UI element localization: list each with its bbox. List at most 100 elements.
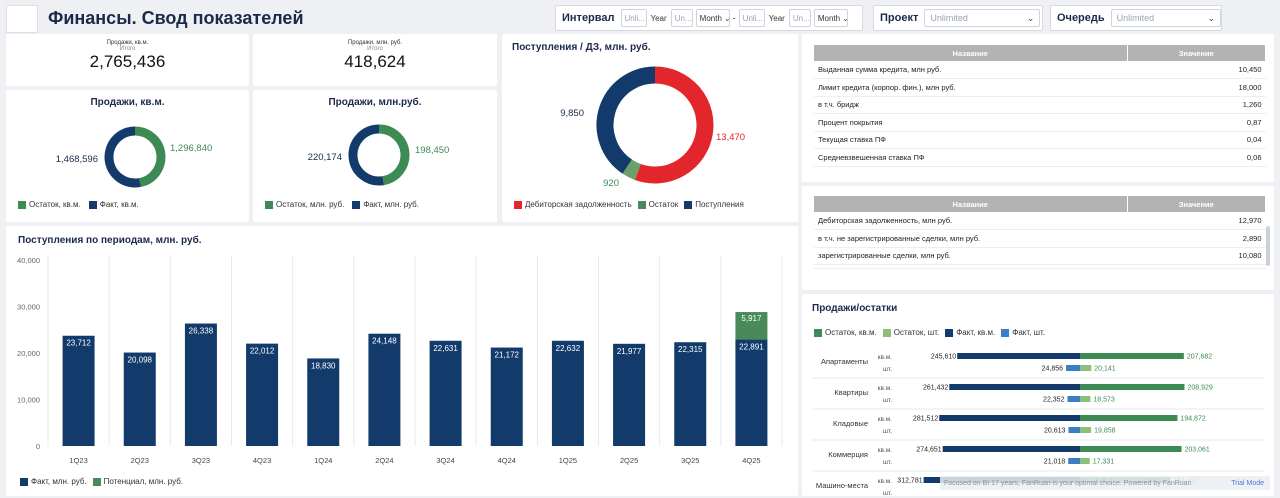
bar-fact-pcs xyxy=(1067,396,1080,402)
legend-item-fact: Факт, млн. руб. xyxy=(31,477,87,486)
table-cell-name: Текущая ставка ПФ xyxy=(814,131,1127,149)
legend-item-remain: Остаток, кв.м. xyxy=(29,200,81,209)
unit-label: кв.м. xyxy=(878,354,893,361)
unit-label: кв.м. xyxy=(878,447,893,454)
bar-value-label: 21,172 xyxy=(495,351,520,360)
interval-to-input[interactable]: Unli... xyxy=(738,9,765,27)
table-cell-value: 0,04 xyxy=(1127,131,1266,149)
bar-fact-pcs xyxy=(1066,365,1080,371)
x-tick-label: 3Q24 xyxy=(436,456,454,465)
column-header-name: Название xyxy=(814,196,1128,212)
interval-from-input[interactable]: Unli... xyxy=(620,9,647,27)
table-scrollbar[interactable] xyxy=(1266,226,1270,266)
kpi-value: 2,765,436 xyxy=(89,52,166,71)
table-cell-value: 1,260 xyxy=(1127,96,1266,114)
value-label-remain-sqm: 194,872 xyxy=(1180,416,1205,423)
bar-fact xyxy=(62,335,95,446)
x-tick-label: 2Q25 xyxy=(620,456,638,465)
x-tick-label: 4Q23 xyxy=(253,456,271,465)
month-from-select[interactable]: Month ⌄ xyxy=(695,9,731,27)
month-to-select[interactable]: Month ⌄ xyxy=(813,9,849,27)
table-cell-name: Дебиторская задолженность, млн руб. xyxy=(814,212,1127,230)
project-filter: Проект Unlimited ⌄ xyxy=(873,5,1043,31)
year-from-input[interactable]: Un... xyxy=(670,9,693,27)
table-cell-value: 10,080 xyxy=(1127,247,1266,265)
unit-label: шт. xyxy=(883,459,892,466)
unit-label: шт. xyxy=(883,490,892,496)
table-row: Текущая ставка ПФ 0,04 xyxy=(814,131,1266,149)
donut-legend: Остаток, кв.м. Факт, кв.м. xyxy=(18,200,139,209)
bar-fact xyxy=(184,323,217,446)
sales-remain-card: Продажи/остатки Остаток, кв.м. Остаток, … xyxy=(802,294,1274,496)
bar-fact-sqm xyxy=(939,415,1080,421)
category-label: Кладовые xyxy=(833,419,868,428)
x-tick-label: 3Q25 xyxy=(681,456,699,465)
unit-label: кв.м. xyxy=(878,416,893,423)
donut-chart-receipts: 9,850 13,470 920 xyxy=(560,66,745,189)
donut-label-fact: 220,174 xyxy=(308,152,342,163)
queue-label: Очередь xyxy=(1057,12,1105,24)
legend-item-remain-sqm: Остаток, кв.м. xyxy=(825,328,877,337)
donut-card-receipts: Поступления / ДЗ, млн. руб. 9,850 13,470… xyxy=(502,34,798,222)
bar-fact xyxy=(307,358,340,446)
sales-remain-bar-chart: Апартаменты кв.м. шт. 245,610 207,682 24,856 2… xyxy=(812,353,1264,496)
project-select-value: Unlimited xyxy=(930,13,968,23)
column-header-name: Название xyxy=(814,45,1128,61)
bar-fact xyxy=(123,352,156,446)
chevron-down-icon: ⌄ xyxy=(1207,12,1215,23)
bar-fact xyxy=(246,343,279,446)
bar-chart-legend: Факт, млн. руб. Потенциал, млн. руб. xyxy=(20,477,183,486)
year-to-input[interactable]: Un... xyxy=(788,9,811,27)
x-tick-label: 3Q23 xyxy=(192,456,210,465)
sales-remain-legend: Остаток, кв.м. Остаток, шт. Факт, кв.м. … xyxy=(814,328,1045,337)
donut-slice xyxy=(634,66,714,184)
kpi-value: 418,624 xyxy=(344,52,406,71)
column-header-value: Значение xyxy=(1127,45,1266,61)
donut-label-receipts: 9,850 xyxy=(560,108,584,119)
queue-select[interactable]: Unlimited ⌄ xyxy=(1110,9,1221,27)
y-tick-label: 10,000 xyxy=(17,396,40,405)
value-label-remain-pcs: 20,141 xyxy=(1094,366,1116,373)
legend-swatch xyxy=(20,477,28,486)
interval-filter: Интервал Unli... Year Un... Month ⌄ - Unl… xyxy=(555,5,863,31)
table-header-row: Название Значение xyxy=(814,45,1266,61)
unit-label: кв.м. xyxy=(878,478,893,485)
bar-remain-pcs xyxy=(1080,365,1092,371)
table-row: Выданная сумма кредита, млн руб. 10,450 xyxy=(814,61,1266,79)
bar-remain-sqm xyxy=(1080,384,1185,390)
x-tick-label: 2Q23 xyxy=(131,456,149,465)
bar-value-label: 22,012 xyxy=(250,347,275,356)
bar-fact xyxy=(429,340,462,446)
trial-mode-link[interactable]: Trial Mode xyxy=(1231,479,1264,487)
legend-swatch xyxy=(882,328,891,337)
donut-label-remain: 198,450 xyxy=(415,145,449,156)
kpi-title: Продажи, кв.м. xyxy=(106,40,149,46)
header-bar: Финансы. Свод показателей Интервал Unli.… xyxy=(0,0,1280,36)
bar-value-label: 23,712 xyxy=(66,339,91,348)
legend-swatch xyxy=(18,200,26,209)
chevron-down-icon: ⌄ xyxy=(842,13,849,23)
legend-swatch xyxy=(514,200,522,209)
table-row: Лимит кредита (корпор. фин.), млн руб. 18… xyxy=(814,78,1266,97)
table-row: зарегистрированные сделки, млн руб. 10,08… xyxy=(814,247,1266,265)
table-cell-name: Лимит кредита (корпор. фин.), млн руб. xyxy=(814,78,1127,97)
category-label: Квартиры xyxy=(834,388,868,397)
bar-fact-sqm xyxy=(957,353,1080,359)
column-header-value: Значение xyxy=(1127,196,1266,212)
card-title: Поступления / ДЗ, млн. руб. xyxy=(512,42,651,53)
legend-swatch xyxy=(945,328,954,337)
project-select[interactable]: Unlimited ⌄ xyxy=(924,9,1041,27)
bar-value-label: 21,977 xyxy=(617,347,642,356)
bar-fact-pcs xyxy=(1068,427,1080,433)
legend-item-receivable: Дебиторская задолженность xyxy=(525,200,632,209)
unit-label: шт. xyxy=(883,428,892,435)
legend-swatch xyxy=(814,328,822,337)
card-title: Продажи/остатки xyxy=(812,303,898,314)
legend-item-receipts: Поступления xyxy=(695,200,744,209)
bar-value-label: 22,315 xyxy=(678,345,703,354)
value-label-remain-sqm: 208,929 xyxy=(1187,385,1212,392)
trial-watermark: Focused on BI 17 years, FanRuan is your … xyxy=(940,476,1270,490)
table-cell-value: 2,890 xyxy=(1127,229,1266,248)
table-row: Средневзвешенная ставка ПФ 0,06 xyxy=(814,148,1266,167)
value-label-fact-sqm: 274,651 xyxy=(916,447,941,454)
